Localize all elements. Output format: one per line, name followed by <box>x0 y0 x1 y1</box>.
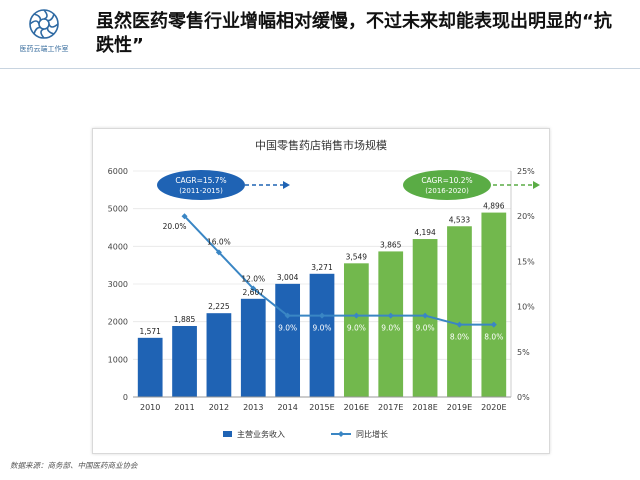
y-right-tick-label: 20% <box>517 212 535 221</box>
growth-point <box>353 312 360 319</box>
bar-value-label: 3,865 <box>380 240 402 249</box>
x-tick-label: 2020E <box>481 403 506 412</box>
x-tick-label: 2013 <box>243 403 263 412</box>
x-tick-label: 2017E <box>378 403 403 412</box>
growth-value-label: 8.0% <box>450 333 469 342</box>
market-size-chart: 中国零售药店销售市场规模 1,571 1,885 2,225 2,607 3,004 3,… <box>108 138 540 439</box>
bar <box>240 298 266 397</box>
growth-point <box>387 312 394 319</box>
growth-value-label: 16.0% <box>207 237 231 246</box>
header-divider <box>0 68 640 69</box>
bar-value-label: 4,533 <box>449 215 471 224</box>
bar <box>378 251 404 397</box>
bar-value-label: 1,571 <box>139 327 161 336</box>
logo-emblem-icon <box>29 9 59 39</box>
cagr-period: (2011-2015) <box>179 187 223 195</box>
y-right-tick-label: 25% <box>517 167 535 176</box>
bar <box>275 283 301 397</box>
growth-value-label: 12.0% <box>241 275 265 284</box>
legend-line-marker <box>338 431 344 437</box>
bar <box>309 273 335 397</box>
bar <box>137 337 163 397</box>
y-right-tick-label: 0% <box>517 393 530 402</box>
bar <box>481 212 507 397</box>
growth-point <box>456 321 463 328</box>
bar <box>447 226 472 397</box>
data-source-note: 数据来源：商务部、中国医药商业协会 <box>10 461 138 470</box>
chart-panel: 中国零售药店销售市场规模 1,571 1,885 2,225 2,607 3,004 3,… <box>92 128 550 454</box>
legend-bar-swatch <box>223 431 232 437</box>
y-left-tick-label: 4000 <box>108 242 128 251</box>
growth-point <box>284 312 291 319</box>
y-right-tick-label: 15% <box>517 257 535 266</box>
y-left-tick-label: 5000 <box>108 205 128 214</box>
cagr-badge <box>157 170 245 200</box>
bar-value-label: 2,607 <box>243 288 265 297</box>
x-tick-label: 2014 <box>277 403 297 412</box>
bar <box>206 313 232 397</box>
bar-value-label: 2,225 <box>208 302 230 311</box>
cagr-label: CAGR=10.2% <box>421 176 472 185</box>
growth-point <box>181 213 188 220</box>
y-left-tick-label: 0 <box>123 393 128 402</box>
growth-value-label: 9.0% <box>347 324 366 333</box>
y-right-tick-label: 10% <box>517 303 535 312</box>
legend-label: 同比增长 <box>356 429 388 439</box>
y-left-tick-label: 2000 <box>108 318 128 327</box>
growth-value-label: 9.0% <box>381 324 400 333</box>
x-tick-label: 2016E <box>344 403 369 412</box>
cagr-arrowhead <box>533 181 540 189</box>
page-title: 虽然医药零售行业增幅相对缓慢，不过未来却能表现出明显的“抗跌性” <box>96 11 612 56</box>
y-left-tick-label: 1000 <box>108 355 128 364</box>
growth-line <box>183 215 494 326</box>
bar <box>343 263 369 397</box>
cagr-label: CAGR=15.7% <box>175 176 226 185</box>
cagr-period: (2016-2020) <box>425 187 469 195</box>
legend-label: 主营业务收入 <box>237 429 285 439</box>
logo: 医药云端工作室 <box>8 6 80 58</box>
x-tick-label: 2018E <box>412 403 437 412</box>
x-tick-label: 2011 <box>174 403 194 412</box>
bar-value-label: 3,549 <box>346 252 368 261</box>
bar-value-label: 4,896 <box>483 202 505 211</box>
x-tick-label: 2015E <box>309 403 334 412</box>
growth-value-label: 9.0% <box>416 324 435 333</box>
growth-value-label: 20.0% <box>163 222 187 231</box>
cagr-badge <box>403 170 491 200</box>
growth-point <box>319 312 325 319</box>
logo-caption: 医药云端工作室 <box>19 45 69 53</box>
bar-value-label: 4,194 <box>414 228 436 237</box>
growth-point <box>490 321 497 328</box>
growth-point <box>422 312 429 319</box>
x-tick-label: 2012 <box>209 403 229 412</box>
bar <box>172 325 197 397</box>
bar-value-label: 1,885 <box>174 315 196 324</box>
growth-point <box>215 249 222 256</box>
growth-value-label: 9.0% <box>278 324 297 333</box>
x-tick-label: 2019E <box>447 403 472 412</box>
y-left-tick-label: 6000 <box>108 167 128 176</box>
bar-value-label: 3,271 <box>311 263 333 272</box>
y-right-tick-label: 5% <box>517 348 530 357</box>
y-left-tick-label: 3000 <box>108 280 128 289</box>
cagr-arrowhead <box>283 181 290 189</box>
chart-title: 中国零售药店销售市场规模 <box>255 138 387 152</box>
growth-value-label: 8.0% <box>484 333 503 342</box>
growth-point <box>250 285 257 292</box>
growth-value-label: 9.0% <box>312 324 331 333</box>
bar-value-label: 3,004 <box>277 273 299 282</box>
x-tick-label: 2010 <box>140 403 160 412</box>
